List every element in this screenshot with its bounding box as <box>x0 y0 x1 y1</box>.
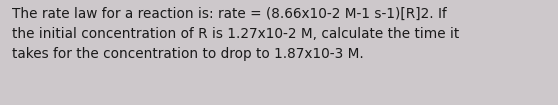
Text: The rate law for a reaction is: rate = (8.66x10-2 M-1 s-1)[R]2. If
the initial c: The rate law for a reaction is: rate = (… <box>12 7 460 61</box>
